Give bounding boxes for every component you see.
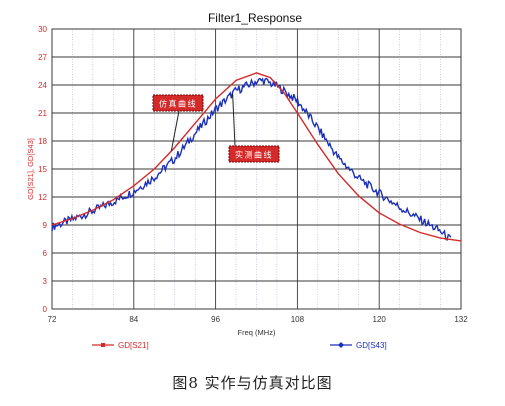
x-tick-label: 96	[211, 315, 220, 324]
x-axis-label: Freq (MHz)	[238, 328, 276, 337]
series-line-GD[S21]	[51, 72, 462, 242]
figure-caption: 图8 实作与仿真对比图	[172, 374, 333, 392]
annotation-box	[152, 94, 204, 112]
x-tick-label: 108	[291, 315, 305, 324]
series-line-GD[S43]	[51, 77, 452, 241]
x-tick-label: 84	[129, 315, 138, 324]
y-tick-label: 15	[38, 165, 47, 174]
annotation-leader	[170, 110, 180, 152]
y-tick-label: 18	[38, 137, 47, 146]
response-chart: Filter1_Response 72 84 96 108 120 132 0 3 6 9 12 15…	[26, 11, 468, 350]
legend: GD[S21] GD[S43]	[92, 341, 387, 350]
legend-marker	[338, 342, 344, 348]
axis-ticks: 72 84 96 108 120 132 0 3 6 9 12 15 18 21 24 27 30	[38, 25, 468, 324]
y-tick-label: 9	[43, 221, 48, 230]
annotation-label: 仿真曲线	[159, 99, 197, 109]
x-tick-label: 132	[454, 315, 468, 324]
y-tick-label: 3	[43, 277, 48, 286]
legend-marker	[101, 343, 105, 347]
series-lines	[51, 72, 462, 242]
y-tick-label: 30	[38, 25, 47, 34]
legend-label: GD[S43]	[356, 341, 387, 350]
x-tick-label: 72	[48, 315, 57, 324]
annotation-label: 实测曲线	[235, 150, 273, 160]
y-tick-label: 21	[38, 109, 47, 118]
y-tick-label: 24	[38, 81, 47, 90]
y-tick-label: 0	[43, 305, 48, 314]
legend-label: GD[S21]	[118, 341, 149, 350]
annotation-box	[228, 145, 280, 163]
y-tick-label: 27	[38, 53, 47, 62]
y-tick-label: 12	[38, 193, 47, 202]
y-axis-label: GD[S21], GD[S43]	[26, 138, 35, 200]
chart-title: Filter1_Response	[208, 11, 302, 25]
y-tick-label: 6	[43, 249, 48, 258]
x-tick-label: 120	[373, 315, 387, 324]
annotation-leader	[232, 93, 236, 147]
